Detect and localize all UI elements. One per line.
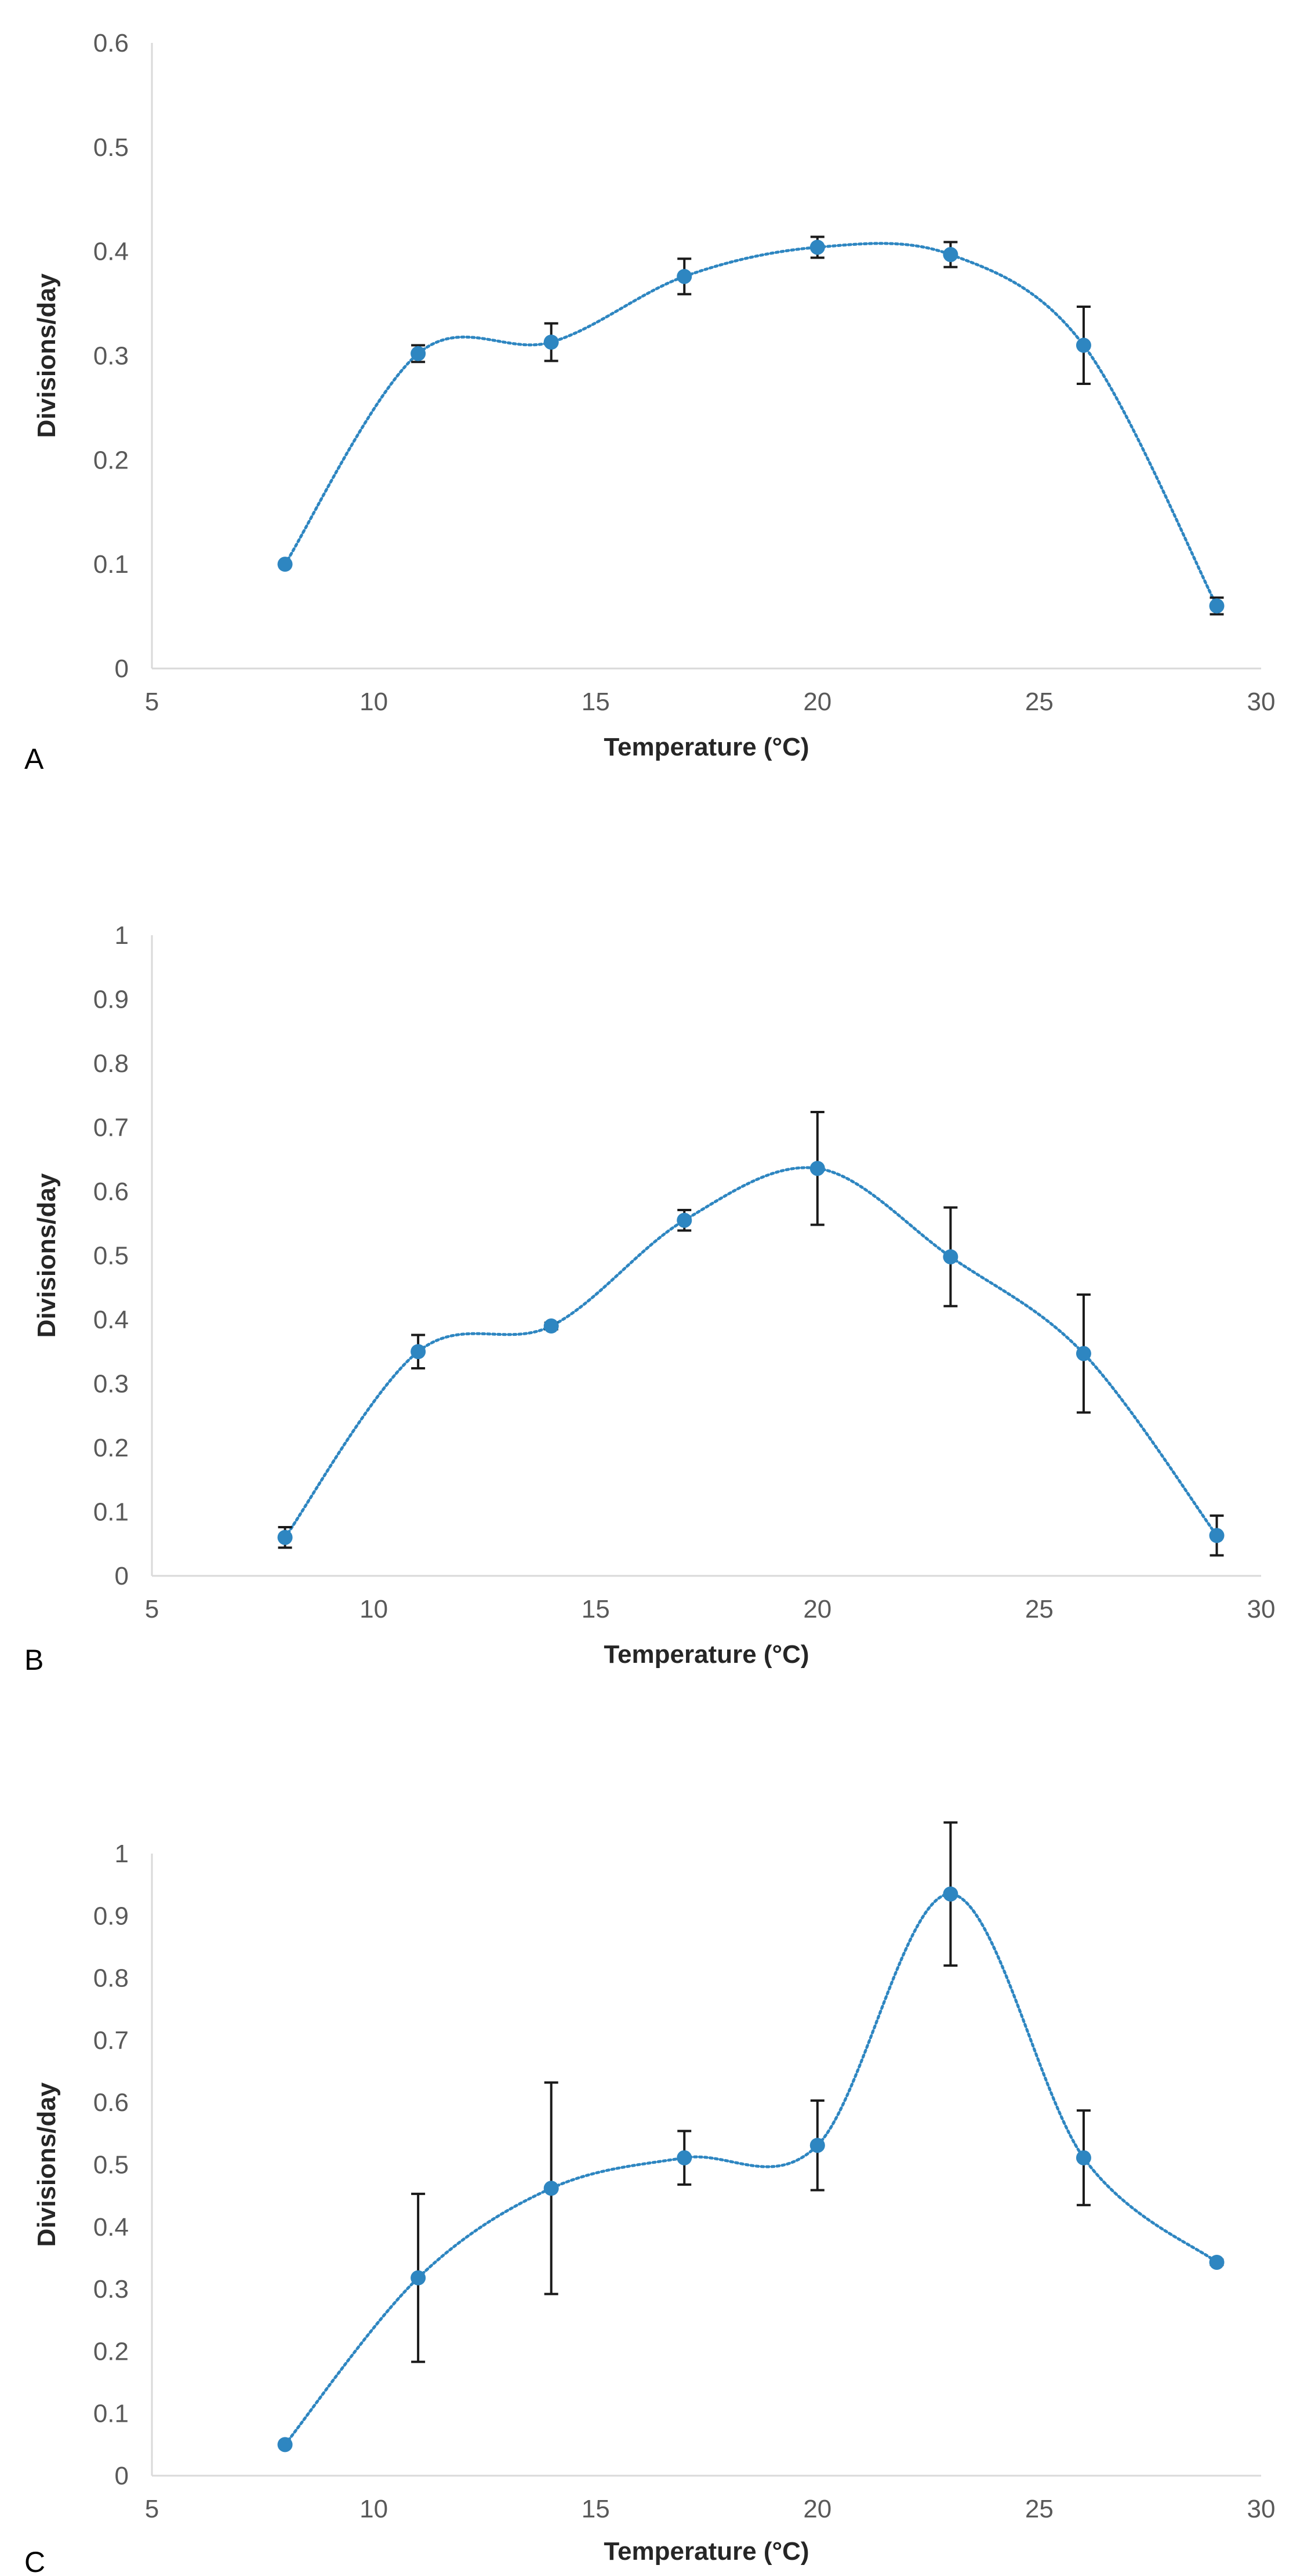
y-tick-label: 1 [115, 921, 129, 950]
y-tick-label: 0.4 [93, 238, 129, 266]
y-axis-title: Divisions/day [32, 2082, 61, 2247]
y-tick-label: 0.8 [93, 1049, 129, 1078]
data-point [1076, 1346, 1091, 1361]
data-point [543, 1318, 559, 1334]
data-point [943, 1886, 958, 1902]
y-axis-title: Divisions/day [32, 273, 61, 438]
y-tick-label: 0.7 [93, 1114, 129, 1142]
x-tick-label: 5 [145, 2495, 159, 2523]
trendline [284, 1892, 1218, 2446]
y-tick-label: 0.5 [93, 1242, 129, 1270]
y-tick-label: 0 [115, 655, 129, 683]
data-point [277, 2437, 293, 2453]
y-tick-label: 0.1 [93, 2400, 129, 2428]
data-point [1209, 598, 1225, 614]
y-tick-label: 0 [115, 2462, 129, 2490]
x-tick-label: 15 [582, 688, 610, 716]
y-tick-label: 0 [115, 1562, 129, 1590]
data-point [943, 247, 958, 263]
chart-panel-c: 00.10.20.30.40.50.60.70.80.915 10 15 20 25 30… [24, 1821, 1276, 2576]
trendline [284, 242, 1218, 608]
x-tick-label: 20 [803, 2495, 831, 2523]
data-point [809, 239, 825, 255]
x-axis-title: Temperature (°C) [604, 2537, 809, 2566]
y-tick-label: 0.6 [93, 1178, 129, 1206]
x-tick-label: 30 [1247, 688, 1276, 716]
data-point [1076, 2150, 1091, 2166]
x-axis-title: Temperature (°C) [604, 733, 809, 761]
panel-label: C [24, 2546, 45, 2576]
panel-label: A [24, 743, 44, 775]
x-tick-label: 30 [1247, 1595, 1276, 1623]
x-tick-label: 15 [582, 1595, 610, 1623]
y-tick-label: 0.3 [93, 342, 129, 370]
x-tick-label: 25 [1025, 2495, 1054, 2523]
y-tick-label: 0.3 [93, 2275, 129, 2303]
x-tick-label: 5 [145, 688, 159, 716]
y-tick-label: 0.6 [93, 29, 129, 57]
data-point [411, 346, 426, 361]
y-tick-label: 0.5 [93, 2151, 129, 2179]
x-axis-title: Temperature (°C) [604, 1640, 809, 1669]
y-tick-label: 0.1 [93, 550, 129, 579]
data-point [543, 335, 559, 350]
y-tick-label: 0.6 [93, 2088, 129, 2117]
x-tick-label: 10 [359, 1595, 388, 1623]
y-tick-label: 0.7 [93, 2026, 129, 2055]
data-point [677, 268, 692, 284]
y-tick-label: 0.3 [93, 1370, 129, 1398]
chart-panel-b: 00.10.20.30.40.50.60.70.80.915 10 15 20 25 30… [24, 921, 1275, 1676]
data-point [411, 2270, 426, 2286]
data-point [677, 1212, 692, 1228]
data-point [277, 1529, 293, 1545]
y-tick-label: 0.9 [93, 986, 129, 1014]
y-axis-title: Divisions/day [32, 1173, 61, 1338]
data-point [943, 1249, 958, 1265]
y-tick-label: 1 [115, 1840, 129, 1868]
y-tick-label: 0.9 [93, 1902, 129, 1930]
y-tick-label: 0.2 [93, 2337, 129, 2366]
x-tick-label: 20 [803, 1595, 831, 1623]
data-point [1076, 337, 1091, 353]
data-point [543, 2181, 559, 2196]
x-tick-label: 10 [359, 2495, 388, 2523]
y-tick-label: 0.2 [93, 1434, 129, 1462]
data-point [1209, 2254, 1225, 2270]
data-point [411, 1344, 426, 1360]
y-tick-label: 0.5 [93, 133, 129, 162]
data-point [809, 2138, 825, 2153]
y-tick-label: 0.2 [93, 446, 129, 474]
panel-label: B [24, 1644, 43, 1676]
x-tick-label: 15 [582, 2495, 610, 2523]
x-tick-label: 20 [803, 688, 831, 716]
y-tick-label: 0.8 [93, 1964, 129, 1993]
y-tick-label: 0.4 [93, 2213, 129, 2241]
x-tick-label: 25 [1025, 1595, 1054, 1623]
x-tick-label: 5 [145, 1595, 159, 1623]
data-point [1209, 1528, 1225, 1543]
y-tick-label: 0.1 [93, 1498, 129, 1527]
data-point [277, 557, 293, 572]
x-tick-label: 25 [1025, 688, 1054, 716]
x-tick-label: 10 [359, 688, 388, 716]
x-tick-label: 30 [1247, 2495, 1276, 2523]
data-point [677, 2150, 692, 2166]
data-point [809, 1161, 825, 1176]
chart-panel-a: 0 0.1 0.2 0.3 0.4 0.5 0.6 5 10 15 20 25 30 Temperatur… [24, 29, 1275, 775]
y-tick-label: 0.4 [93, 1306, 129, 1334]
